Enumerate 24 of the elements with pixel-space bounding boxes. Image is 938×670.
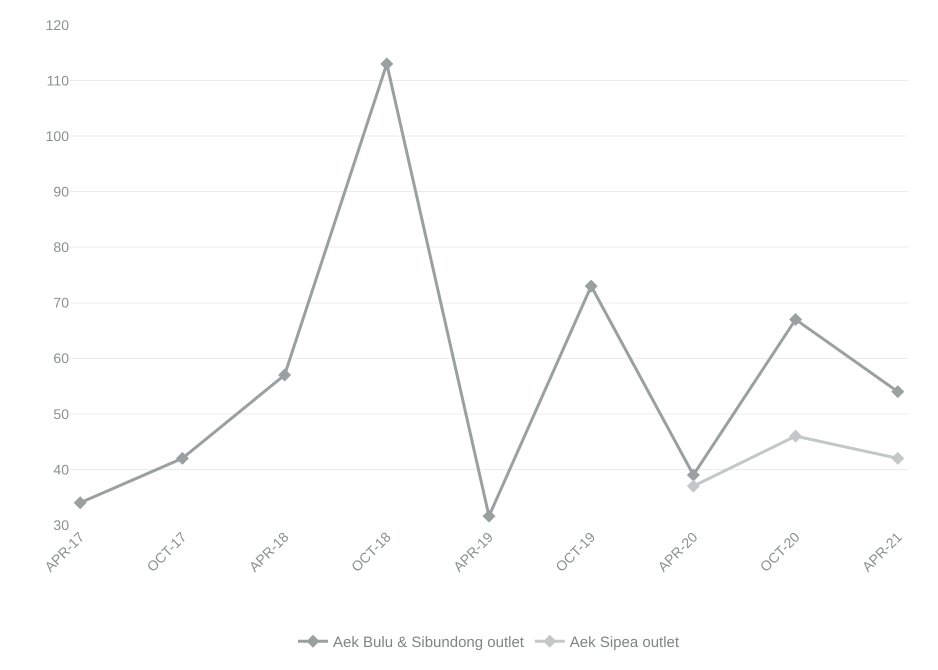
y-tick-label: 100 (46, 128, 70, 144)
point (584, 280, 598, 293)
y-tick-label: 110 (46, 72, 70, 88)
y-tick-label: 60 (53, 350, 70, 366)
point (891, 385, 904, 398)
point (686, 468, 700, 482)
point (176, 452, 189, 465)
point (278, 368, 292, 382)
y-tick-label: 90 (53, 184, 70, 200)
point (891, 452, 904, 465)
point (482, 510, 496, 523)
legend-label: Aek Sipea outlet (570, 634, 680, 652)
y-tick-label: 120 (46, 16, 70, 33)
y-tick-label: 50 (53, 406, 70, 422)
point (789, 430, 802, 443)
point (686, 480, 700, 493)
y-tick-label: 70 (53, 294, 70, 311)
point (789, 312, 802, 326)
point (380, 57, 394, 70)
y-tick-label: 40 (53, 461, 70, 478)
point (74, 496, 87, 510)
legend-label: Aek Bulu & Sibundong outlet (333, 634, 525, 652)
y-tick-label: 80 (53, 239, 70, 256)
y-tick-label: 30 (53, 516, 70, 533)
